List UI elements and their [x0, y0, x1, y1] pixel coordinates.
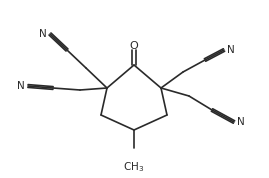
Text: CH$_3$: CH$_3$ — [123, 160, 145, 174]
Text: N: N — [17, 81, 25, 91]
Text: N: N — [39, 29, 47, 39]
Text: O: O — [130, 41, 138, 51]
Text: N: N — [227, 45, 235, 55]
Text: N: N — [237, 117, 245, 127]
